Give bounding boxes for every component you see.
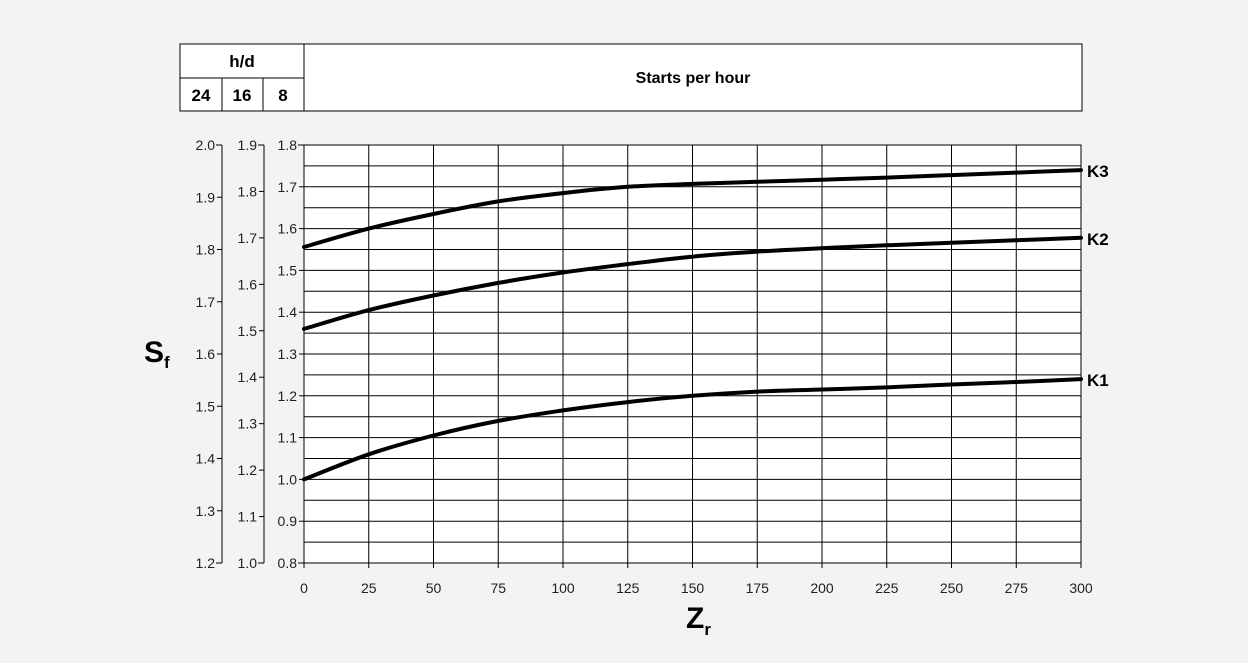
x-tick-label: 200: [810, 580, 834, 596]
x-tick-label: 300: [1069, 580, 1093, 596]
y-tick-label-8: 1.4: [278, 304, 298, 320]
y-tick-label-24: 1.6: [196, 346, 216, 362]
hours-8-label: 8: [278, 86, 287, 105]
curve-label-k2: K2: [1087, 230, 1109, 249]
header-table: h/d 24 16 8 Starts per hour: [179, 43, 1083, 112]
y-tick-label-8: 1.8: [278, 137, 298, 153]
starts-per-hour-label: Starts per hour: [636, 70, 751, 87]
curves: K1 K2 K3: [302, 162, 1109, 482]
hours-24-label: 24: [192, 86, 211, 105]
y-tick-label-16: 1.1: [238, 509, 258, 525]
x-tick-label: 225: [875, 580, 899, 596]
y-tick-label-24: 1.4: [196, 451, 216, 467]
y-axes: 0.8 0.9 1.0 1.1 1.2 1.3 1.4 1.5 1.6 1.7 1.8 1.0 1.1 1…: [196, 137, 304, 571]
plot-area: K1 K2 K3: [302, 144, 1109, 564]
hd-label: h/d: [229, 52, 255, 71]
x-tick-label: 250: [940, 580, 964, 596]
y-tick-label-16: 1.4: [238, 369, 258, 385]
x-tick-label: 125: [616, 580, 640, 596]
y-tick-label-16: 1.8: [238, 183, 258, 199]
x-tick-label: 150: [681, 580, 705, 596]
y-tick-label-16: 1.0: [238, 555, 258, 571]
x-axis: 0 25 50 75 100 125 150 175 200 225 250 275 300: [300, 563, 1093, 596]
curve-label-k3: K3: [1087, 162, 1109, 181]
y-tick-label-16: 1.3: [238, 416, 258, 432]
curve-k1: [302, 377, 1083, 482]
y-tick-label-8: 0.9: [278, 513, 298, 529]
y-axis-title: Sf: [144, 336, 170, 372]
y-tick-label-8: 1.5: [278, 262, 298, 278]
y-tick-label-24: 2.0: [196, 137, 216, 153]
y-tick-label-24: 1.7: [196, 294, 216, 310]
y-tick-label-16: 1.7: [238, 230, 258, 246]
curve-k2: [302, 235, 1083, 331]
curve-label-k1: K1: [1087, 371, 1109, 390]
y-tick-label-24: 1.3: [196, 503, 216, 519]
x-tick-label: 275: [1005, 580, 1029, 596]
x-tick-label: 25: [361, 580, 377, 596]
y-tick-label-24: 1.9: [196, 189, 216, 205]
hours-16-label: 16: [233, 86, 252, 105]
y-tick-label-16: 1.2: [238, 462, 258, 478]
grid: [303, 144, 1082, 564]
y-tick-label-8: 1.6: [278, 221, 298, 237]
y-tick-label-24: 1.5: [196, 398, 216, 414]
y-tick-label-16: 1.5: [238, 323, 258, 339]
x-tick-label: 100: [551, 580, 575, 596]
y-tick-label-8: 1.3: [278, 346, 298, 362]
y-tick-label-24: 1.2: [196, 555, 216, 571]
x-tick-label: 175: [746, 580, 770, 596]
y-tick-label-8: 1.7: [278, 179, 298, 195]
x-axis-title: Zr: [686, 602, 711, 639]
y-tick-label-16: 1.6: [238, 276, 258, 292]
y-tick-label-8: 1.2: [278, 388, 298, 404]
y-tick-label-8: 1.0: [278, 471, 298, 487]
x-tick-label: 75: [490, 580, 506, 596]
x-tick-label: 50: [426, 580, 442, 596]
curve-k3: [302, 168, 1083, 249]
y-tick-label-24: 1.8: [196, 242, 216, 258]
y-tick-label-8: 0.8: [278, 555, 298, 571]
x-tick-label: 0: [300, 580, 308, 596]
y-tick-label-8: 1.1: [278, 430, 298, 446]
y-tick-label-16: 1.9: [238, 137, 258, 153]
